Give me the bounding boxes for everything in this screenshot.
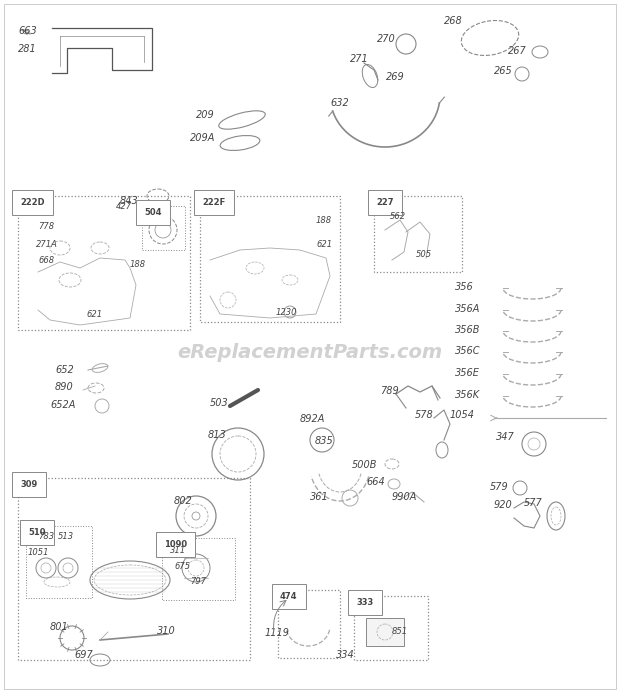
Text: 851: 851 [392,627,408,636]
Text: 664: 664 [366,477,385,487]
Text: 1051: 1051 [28,548,50,557]
Text: 1230: 1230 [276,308,298,317]
Text: 356K: 356K [455,390,480,400]
Text: 578: 578 [415,410,434,420]
Text: 474: 474 [280,592,298,601]
Bar [18,196,190,330]
Text: 188: 188 [130,260,146,269]
Text: 835: 835 [315,436,334,446]
Text: 920: 920 [494,500,513,510]
Text: 333: 333 [356,598,373,607]
Text: 632: 632 [330,98,348,108]
Text: 579: 579 [490,482,509,492]
Bar [162,538,235,600]
Text: 500B: 500B [352,460,378,470]
Text: 271: 271 [350,54,369,64]
Bar [200,196,340,322]
Text: 1119: 1119 [265,628,290,638]
Bar [142,206,185,250]
Text: 510: 510 [28,528,45,537]
Text: 356A: 356A [455,304,480,314]
Text: 209A: 209A [190,133,215,143]
Text: 265: 265 [494,66,513,76]
Text: 281: 281 [18,44,37,54]
Text: 513: 513 [58,532,74,541]
Text: 188: 188 [316,216,332,225]
Text: 227: 227 [376,198,394,207]
Text: 789: 789 [380,386,399,396]
Text: 990A: 990A [392,492,417,502]
Text: 356C: 356C [455,346,480,356]
Text: 356: 356 [455,282,474,292]
Bar [374,196,462,272]
Text: eReplacementParts.com: eReplacementParts.com [177,342,443,362]
Text: 668: 668 [38,256,54,265]
Text: 797: 797 [190,577,206,586]
Text: 309: 309 [20,480,37,489]
Text: 209: 209 [196,110,215,120]
Text: 505: 505 [416,250,432,259]
Bar [278,590,340,658]
Text: 310: 310 [157,626,175,636]
Bar [354,596,428,660]
Text: 675: 675 [174,562,190,571]
Bar [18,478,250,660]
Text: 347: 347 [496,432,515,442]
Text: 801: 801 [50,622,69,632]
Text: 802: 802 [174,496,193,506]
Bar [26,526,92,598]
Text: 427: 427 [116,202,132,211]
Text: 652A: 652A [50,400,76,410]
Text: 269: 269 [386,72,405,82]
Text: 778: 778 [38,222,54,231]
Text: 270: 270 [377,34,396,44]
Text: 334: 334 [336,650,355,660]
Text: 813: 813 [208,430,227,440]
Text: 361: 361 [310,492,329,502]
Text: 222D: 222D [20,198,45,207]
Text: 663: 663 [18,26,37,36]
Text: 222F: 222F [202,198,225,207]
Text: 311: 311 [170,546,186,555]
Text: 697: 697 [74,650,93,660]
Text: 268: 268 [444,16,463,26]
Text: 843: 843 [120,196,139,206]
Text: 356B: 356B [455,325,480,335]
Text: 504: 504 [144,208,161,217]
Text: 621: 621 [86,310,102,319]
Text: 621: 621 [316,240,332,249]
Text: 577: 577 [524,498,542,508]
Text: 652: 652 [55,365,74,375]
Text: 562: 562 [390,212,406,221]
Text: 783: 783 [38,532,54,541]
Text: 892A: 892A [300,414,326,424]
Text: 1090: 1090 [164,540,187,549]
Text: 267: 267 [508,46,527,56]
Text: 1054: 1054 [450,410,475,420]
Text: 356E: 356E [455,368,480,378]
Text: 890: 890 [55,382,74,392]
Text: 271A: 271A [36,240,58,249]
Text: 503: 503 [210,398,229,408]
Bar [366,618,404,646]
